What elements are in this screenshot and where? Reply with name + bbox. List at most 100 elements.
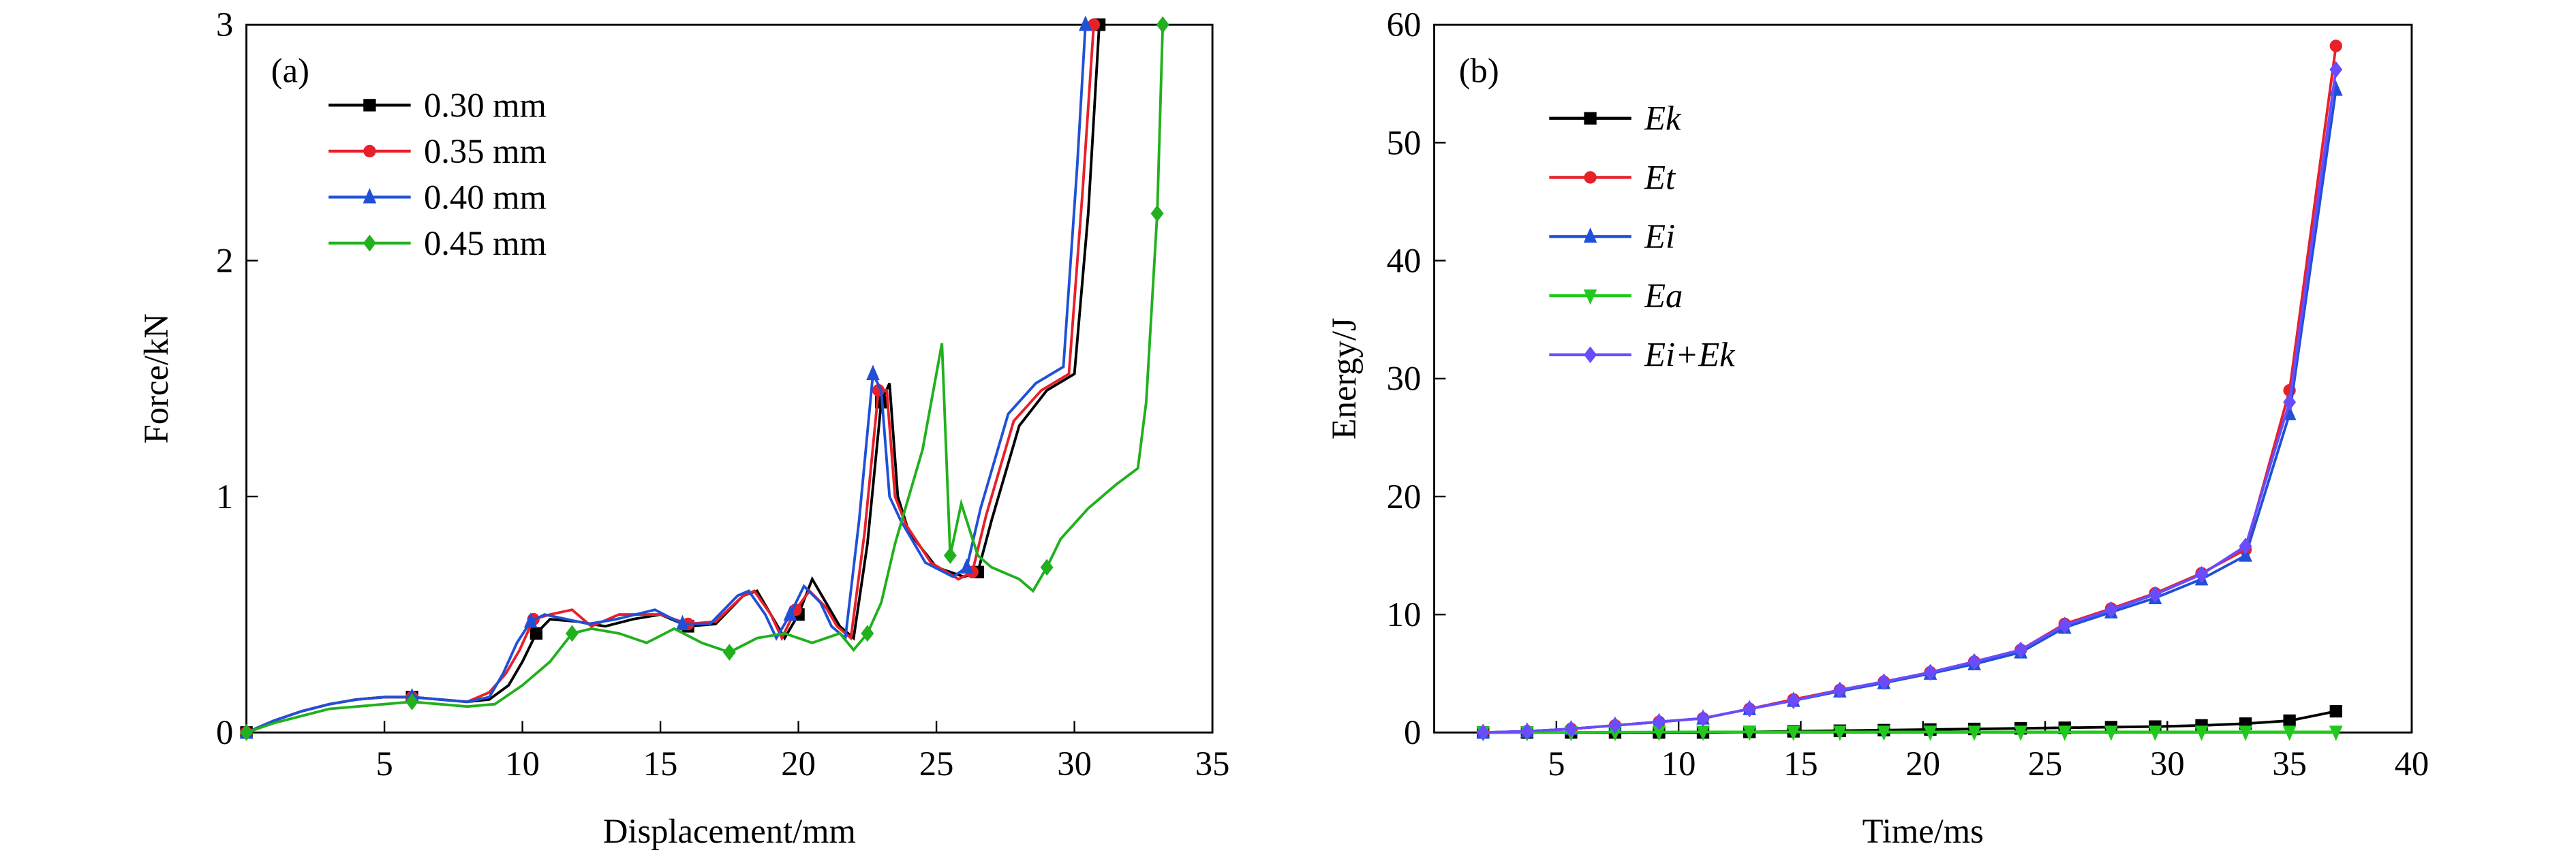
marker: [2104, 725, 2118, 741]
marker: [1652, 713, 1666, 731]
marker: [1564, 720, 1578, 738]
marker: [783, 605, 797, 621]
marker: [1923, 725, 1937, 741]
series-line: [245, 25, 1087, 734]
marker: [2195, 565, 2209, 583]
plot-frame: [1433, 23, 2413, 734]
y-tick-label: 0: [216, 713, 233, 751]
marker: [2239, 725, 2252, 741]
legend-marker: [1584, 112, 1597, 125]
legend-label: Ei+Ek: [1644, 336, 1736, 374]
marker: [2194, 725, 2209, 741]
legend-label: 0.40 mm: [424, 178, 547, 216]
marker: [1696, 710, 1710, 727]
x-tick-label: 25: [2028, 745, 2063, 783]
marker: [1786, 725, 1800, 741]
legend-label: 0.30 mm: [424, 86, 547, 124]
series-line: [245, 25, 1165, 734]
legend-label: Ea: [1644, 277, 1683, 315]
marker: [523, 612, 538, 628]
legend-label: 0.35 mm: [424, 132, 547, 170]
marker: [240, 723, 254, 741]
x-tick-label: 25: [919, 745, 954, 783]
marker: [2239, 537, 2252, 555]
y-tick-label: 60: [1387, 5, 1422, 44]
series-line: [1483, 46, 2337, 734]
marker: [861, 625, 874, 642]
x-tick-label: 15: [643, 745, 678, 783]
y-axis-label: Energy/J: [1325, 317, 1363, 439]
marker: [405, 693, 419, 710]
x-axis-label: Displacement/mm: [603, 812, 856, 850]
marker: [566, 625, 579, 642]
y-tick-label: 10: [1387, 595, 1422, 634]
series-line: [245, 25, 1095, 734]
x-tick-label: 40: [2395, 745, 2429, 783]
marker: [1833, 725, 1847, 741]
series-line: [245, 25, 1101, 734]
x-tick-label: 30: [2150, 745, 2185, 783]
marker: [1079, 15, 1092, 31]
plot-frame: [245, 23, 1214, 734]
marker: [2329, 704, 2342, 718]
marker: [2239, 546, 2252, 562]
marker: [1743, 700, 1756, 717]
marker: [1608, 717, 1622, 734]
y-tick-label: 50: [1387, 123, 1422, 161]
legend-marker: [1584, 171, 1597, 184]
legend-label: 0.45 mm: [424, 224, 547, 262]
marker: [866, 364, 880, 381]
marker: [2283, 394, 2297, 411]
marker: [2283, 714, 2296, 728]
legend-label: Ei: [1644, 217, 1675, 255]
legend-marker: [1584, 346, 1597, 364]
marker: [2148, 586, 2162, 604]
marker: [1877, 673, 1890, 691]
marker: [2148, 725, 2162, 741]
marker: [1743, 725, 1756, 741]
marker: [2104, 601, 2118, 619]
y-tick-label: 2: [216, 241, 233, 279]
marker: [675, 614, 690, 631]
marker: [1924, 663, 1937, 681]
marker: [2329, 40, 2342, 52]
x-tick-label: 10: [505, 745, 540, 783]
marker: [960, 558, 974, 574]
legend-label: Ek: [1644, 99, 1682, 138]
marker: [1040, 559, 1054, 576]
series-line: [1483, 89, 2337, 734]
marker: [1967, 725, 1981, 741]
legend-marker: [1583, 289, 1597, 305]
x-tick-label: 30: [1057, 745, 1092, 783]
y-tick-label: 20: [1387, 478, 1422, 516]
x-tick-label: 20: [781, 745, 816, 783]
legend-marker: [363, 234, 376, 252]
panel-label: (b): [1459, 52, 1499, 90]
x-axis-label: Time/ms: [1862, 812, 1984, 850]
x-tick-label: 20: [1905, 745, 1940, 783]
marker: [530, 627, 543, 640]
legend-label: Et: [1644, 158, 1676, 196]
marker: [1833, 681, 1847, 699]
marker: [2329, 725, 2343, 741]
y-tick-label: 1: [216, 478, 233, 516]
x-tick-label: 35: [2272, 745, 2307, 783]
marker: [1156, 16, 1169, 33]
legend-marker: [363, 99, 376, 112]
marker: [2329, 61, 2343, 78]
y-tick-label: 0: [1404, 713, 1421, 751]
marker: [2282, 725, 2297, 741]
legend-marker: [363, 144, 376, 158]
y-tick-label: 3: [216, 5, 233, 44]
y-tick-label: 30: [1387, 360, 1422, 398]
panel-label: (a): [271, 52, 309, 90]
marker: [2014, 641, 2027, 659]
marker: [1476, 723, 1490, 741]
marker: [1967, 653, 1981, 670]
marker: [1150, 204, 1164, 222]
marker: [1787, 692, 1800, 709]
legend-marker: [1583, 227, 1597, 243]
marker: [1520, 723, 1534, 740]
marker: [943, 547, 957, 564]
